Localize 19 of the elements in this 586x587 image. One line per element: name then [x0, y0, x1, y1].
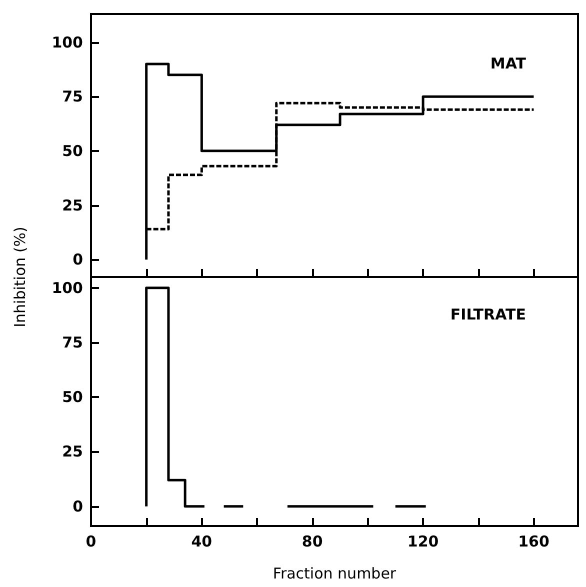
y-axis-title: Inhibition (%)	[11, 226, 29, 328]
y-tick-label: 0	[72, 497, 83, 516]
x-tick-label: 120	[407, 532, 439, 550]
x-tick-label: 0	[86, 532, 96, 550]
x-tick-label: 160	[518, 532, 550, 550]
y-tick-label: 50	[62, 142, 83, 160]
annotation: FILTRATE	[450, 306, 526, 324]
y-tick-label: 25	[62, 196, 83, 214]
y-tick-label: 0	[72, 250, 83, 269]
y-tick-label: 100	[52, 33, 83, 52]
x-tick-label: 80	[302, 532, 323, 550]
y-tick-label: 75	[62, 88, 83, 106]
y-tick-label: 75	[62, 334, 83, 352]
y-tick-label: 100	[52, 278, 83, 297]
x-axis-title: Fraction number	[272, 564, 397, 582]
annotation: MAT	[490, 54, 527, 72]
x-tick-label: 40	[191, 532, 212, 550]
y-tick-label: 50	[62, 388, 83, 406]
y-tick-label: 25	[62, 442, 83, 461]
